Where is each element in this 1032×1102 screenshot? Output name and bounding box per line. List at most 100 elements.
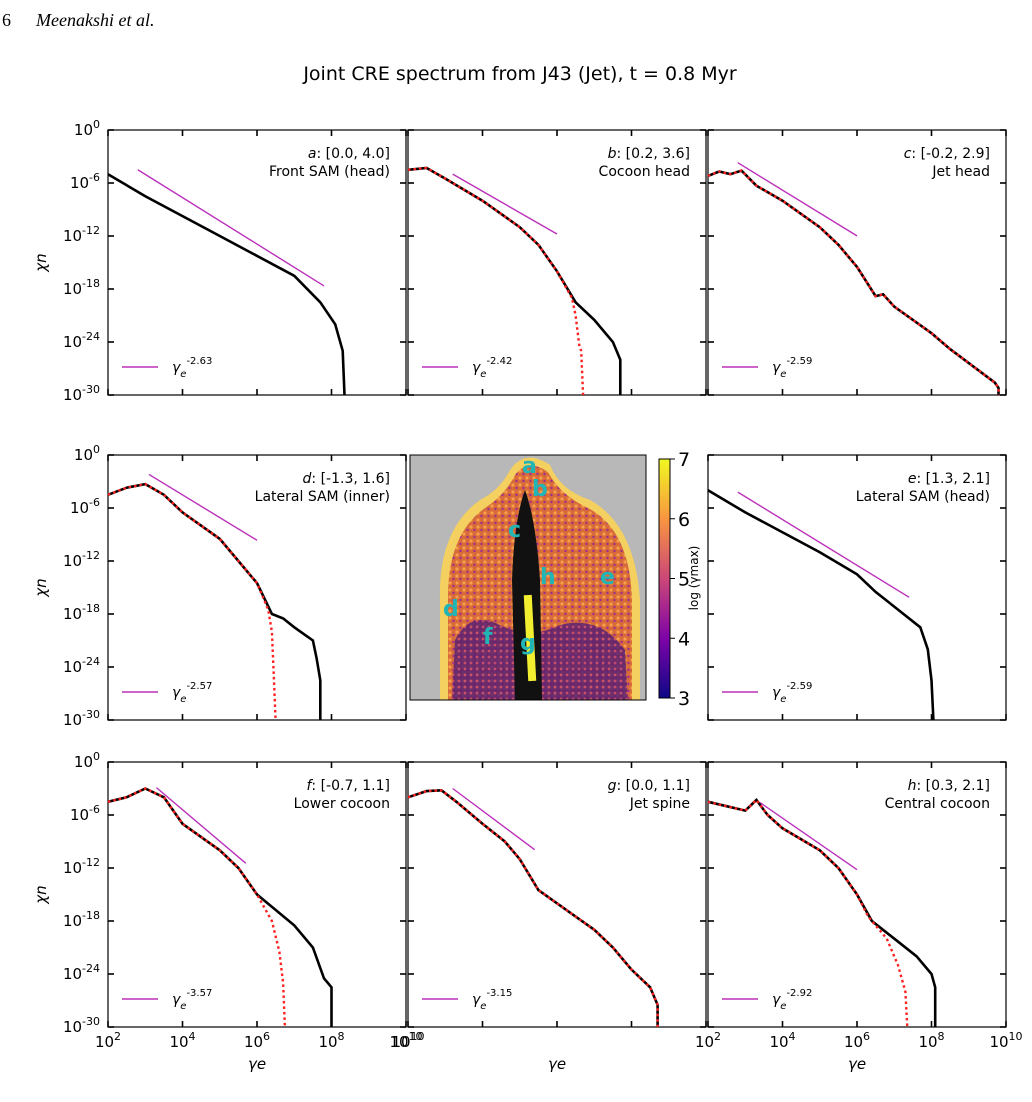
page-number: 6: [2, 10, 11, 30]
map-jet-spine: [523, 594, 537, 682]
y-axis-label: χn: [32, 578, 50, 597]
fit-line-d: [107, 482, 277, 721]
x-axis-label: γe: [848, 1055, 866, 1073]
panel-name-g: Jet spine: [629, 796, 690, 812]
powerlaw-guide-b: [452, 173, 558, 235]
y-tick-label: 10-12: [63, 856, 100, 877]
panel-region-f: f: [-0.7, 1.1]: [306, 778, 390, 794]
y-tick-label: 10-6: [70, 803, 100, 824]
map-frame: [409, 454, 647, 701]
panel-region-c: c: [-0.2, 2.9]: [904, 146, 990, 162]
panel-name-a: Front SAM (head): [269, 164, 390, 180]
spectrum-line-c: [707, 169, 1000, 395]
colorbar-tick-label: 3: [678, 688, 690, 710]
x-tick-label: 106: [244, 1030, 270, 1051]
panel-d: d: [-1.3, 1.6] Lateral SAM (inner) γe-2.57…: [32, 443, 407, 729]
map-label-h: h: [540, 565, 556, 590]
x-axis-label: γe: [248, 1055, 266, 1073]
map-label-e: e: [600, 565, 615, 590]
panel-region-e: e: [1.3, 2.1]: [908, 471, 990, 487]
panel-name-e: Lateral SAM (head): [856, 489, 990, 505]
colorbar-tick-label: 5: [678, 569, 690, 591]
fit-line-h: [707, 798, 909, 1028]
powerlaw-guide-h: [759, 802, 858, 871]
x-tick-label: 102: [95, 1030, 121, 1051]
panel-b: b: [0.2, 3.6] Cocoon head γe-2.42: [407, 129, 707, 396]
x-tick-label: 108: [318, 1030, 344, 1051]
spectrum-line-a: [107, 173, 346, 396]
y-tick-label: 100: [74, 750, 100, 771]
panel-frame: [107, 454, 407, 721]
y-axis-label: χn: [32, 253, 50, 272]
legend-label-f: γe-3.57: [172, 988, 212, 1012]
y-tick-label: 10-18: [63, 602, 100, 623]
x-tick-label: 104: [769, 1030, 795, 1051]
x-tick-label: 106: [844, 1030, 870, 1051]
colorbar-tick-label: 7: [678, 449, 690, 471]
x-tick-label: 1010: [391, 1030, 424, 1051]
panel-name-b: Cocoon head: [599, 164, 690, 180]
running-head-authors: Meenakshi et al.: [36, 10, 155, 30]
legend-label-a: γe-2.63: [172, 356, 212, 380]
spectrum-line-e: [707, 489, 935, 721]
panel-h: h: [0.3, 2.1] Central cocoon γe-2.92 102 104…: [695, 761, 1023, 1073]
map-label-f: f: [483, 625, 493, 650]
powerlaw-guide-f: [155, 787, 247, 864]
panel-name-d: Lateral SAM (inner): [255, 489, 390, 505]
y-tick-label: 10-30: [63, 383, 100, 404]
y-tick-label: 10-24: [63, 330, 100, 351]
colorbar-ticks: 3 4 5 6 7: [670, 449, 690, 710]
colorbar-tick-label: 6: [678, 509, 690, 531]
colorbar-label: log (γmax): [687, 546, 701, 611]
panel-name-h: Central cocoon: [885, 796, 990, 812]
legend-label-h: γe-2.92: [772, 988, 812, 1012]
panel-c: c: [-0.2, 2.9] Jet head γe-2.59: [707, 129, 1007, 396]
x-tick-label: 108: [918, 1030, 944, 1051]
y-tick-label: 10-12: [63, 549, 100, 570]
powerlaw-guide-g: [452, 787, 536, 851]
y-tick-label: 10-6: [70, 496, 100, 517]
panel-e: e: [1.3, 2.1] Lateral SAM (head) γe-2.59: [707, 454, 1007, 721]
map-label-a: a: [522, 454, 537, 479]
colorbar: 3 4 5 6 7 log (γmax): [658, 449, 701, 710]
y-axis-label: χn: [32, 885, 50, 904]
map-label-c: c: [508, 518, 521, 543]
powerlaw-guide-d: [148, 473, 258, 541]
y-tick-label: 10-18: [63, 277, 100, 298]
legend-label-e: γe-2.59: [772, 681, 812, 705]
panel-region-a: a: [0.0, 4.0]: [308, 146, 390, 162]
colorbar-tick-label: 4: [678, 628, 690, 650]
x-axis-label: γe: [548, 1055, 566, 1073]
y-tick-label: 10-6: [70, 171, 100, 192]
y-tick-label: 10-24: [63, 655, 100, 676]
map-region-labels: a b c d e f g h: [443, 454, 615, 656]
y-tick-label: 10-18: [63, 909, 100, 930]
powerlaw-guide-e: [737, 491, 910, 598]
colorbar-gradient: [658, 458, 671, 699]
panel-name-f: Lower cocoon: [294, 796, 390, 812]
panel-a: a: [0.0, 4.0] Front SAM (head) γe-2.63 100 1…: [32, 118, 407, 404]
map-label-d: d: [443, 597, 459, 622]
y-tick-label: 100: [74, 118, 100, 139]
y-tick-label: 10-12: [63, 224, 100, 245]
map-label-g: g: [520, 631, 536, 656]
panel-frame: [707, 454, 1007, 721]
legend-label-c: γe-2.59: [772, 356, 812, 380]
spectrum-line-g: [407, 788, 659, 1027]
legend-label-b: γe-2.42: [472, 356, 512, 380]
panel-frame: [407, 129, 707, 396]
panels: a: [0.0, 4.0] Front SAM (head) γe-2.63 100 1…: [32, 118, 1023, 1073]
x-tick-label: 102: [695, 1030, 721, 1051]
panel-name-c: Jet head: [931, 164, 990, 180]
panel-region-b: b: [0.2, 3.6]: [608, 146, 690, 162]
legend-label-d: γe-2.57: [172, 681, 212, 705]
figure-title: Joint CRE spectrum from J43 (Jet), t = 0…: [302, 63, 737, 85]
y-tick-label: 100: [74, 443, 100, 464]
panel-g: g: [0.0, 1.1] Jet spine γe-3.15 1010 γe: [391, 761, 707, 1073]
x-tick-label: 1010: [989, 1030, 1022, 1051]
y-tick-label: 10-30: [63, 708, 100, 729]
x-tick-label: 104: [169, 1030, 195, 1051]
gamma-max-map: a b c d e f g h: [409, 454, 647, 701]
powerlaw-guide-a: [137, 169, 325, 287]
legend-label-g: γe-3.15: [472, 988, 512, 1012]
